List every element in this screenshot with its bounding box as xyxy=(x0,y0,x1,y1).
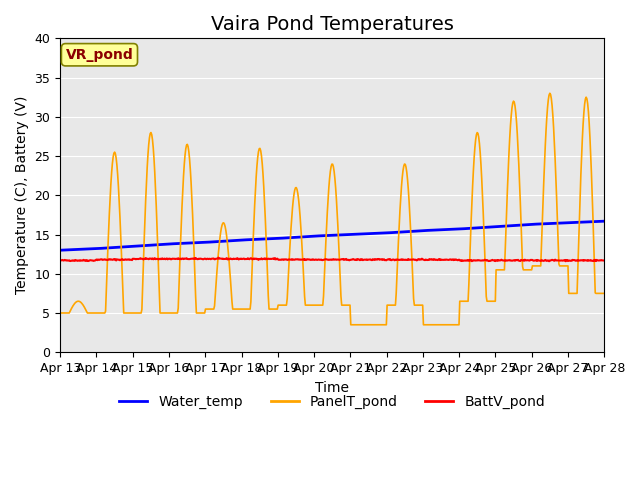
PanelT_pond xyxy=(56,310,64,316)
Line: BattV_pond: BattV_pond xyxy=(60,258,604,261)
BattV_pond xyxy=(56,257,64,263)
BattV_pond xyxy=(600,258,608,264)
Water_temp xyxy=(177,240,185,246)
PanelT_pond xyxy=(399,168,407,173)
Legend: Water_temp, PanelT_pond, BattV_pond: Water_temp, PanelT_pond, BattV_pond xyxy=(114,389,550,414)
BattV_pond xyxy=(214,255,222,261)
Water_temp xyxy=(398,229,406,235)
X-axis label: Time: Time xyxy=(316,381,349,395)
Water_temp xyxy=(122,244,130,250)
BattV_pond xyxy=(177,256,185,262)
PanelT_pond xyxy=(177,222,185,228)
Line: Water_temp: Water_temp xyxy=(60,221,604,250)
Water_temp xyxy=(414,228,422,234)
Line: PanelT_pond: PanelT_pond xyxy=(60,93,604,325)
PanelT_pond xyxy=(206,306,214,312)
PanelT_pond xyxy=(415,302,423,308)
Y-axis label: Temperature (C), Battery (V): Temperature (C), Battery (V) xyxy=(15,96,29,294)
Title: Vaira Pond Temperatures: Vaira Pond Temperatures xyxy=(211,15,454,34)
Text: VR_pond: VR_pond xyxy=(65,48,133,62)
BattV_pond xyxy=(206,256,214,262)
PanelT_pond xyxy=(546,90,554,96)
PanelT_pond xyxy=(66,309,74,314)
Water_temp xyxy=(56,247,64,253)
Water_temp xyxy=(206,239,214,245)
Water_temp xyxy=(600,218,608,224)
BattV_pond xyxy=(545,258,553,264)
BattV_pond xyxy=(415,256,423,262)
PanelT_pond xyxy=(347,322,355,328)
BattV_pond xyxy=(66,258,74,264)
Water_temp xyxy=(66,247,74,252)
PanelT_pond xyxy=(600,290,608,296)
PanelT_pond xyxy=(122,310,130,316)
BattV_pond xyxy=(122,257,130,263)
BattV_pond xyxy=(399,257,407,263)
